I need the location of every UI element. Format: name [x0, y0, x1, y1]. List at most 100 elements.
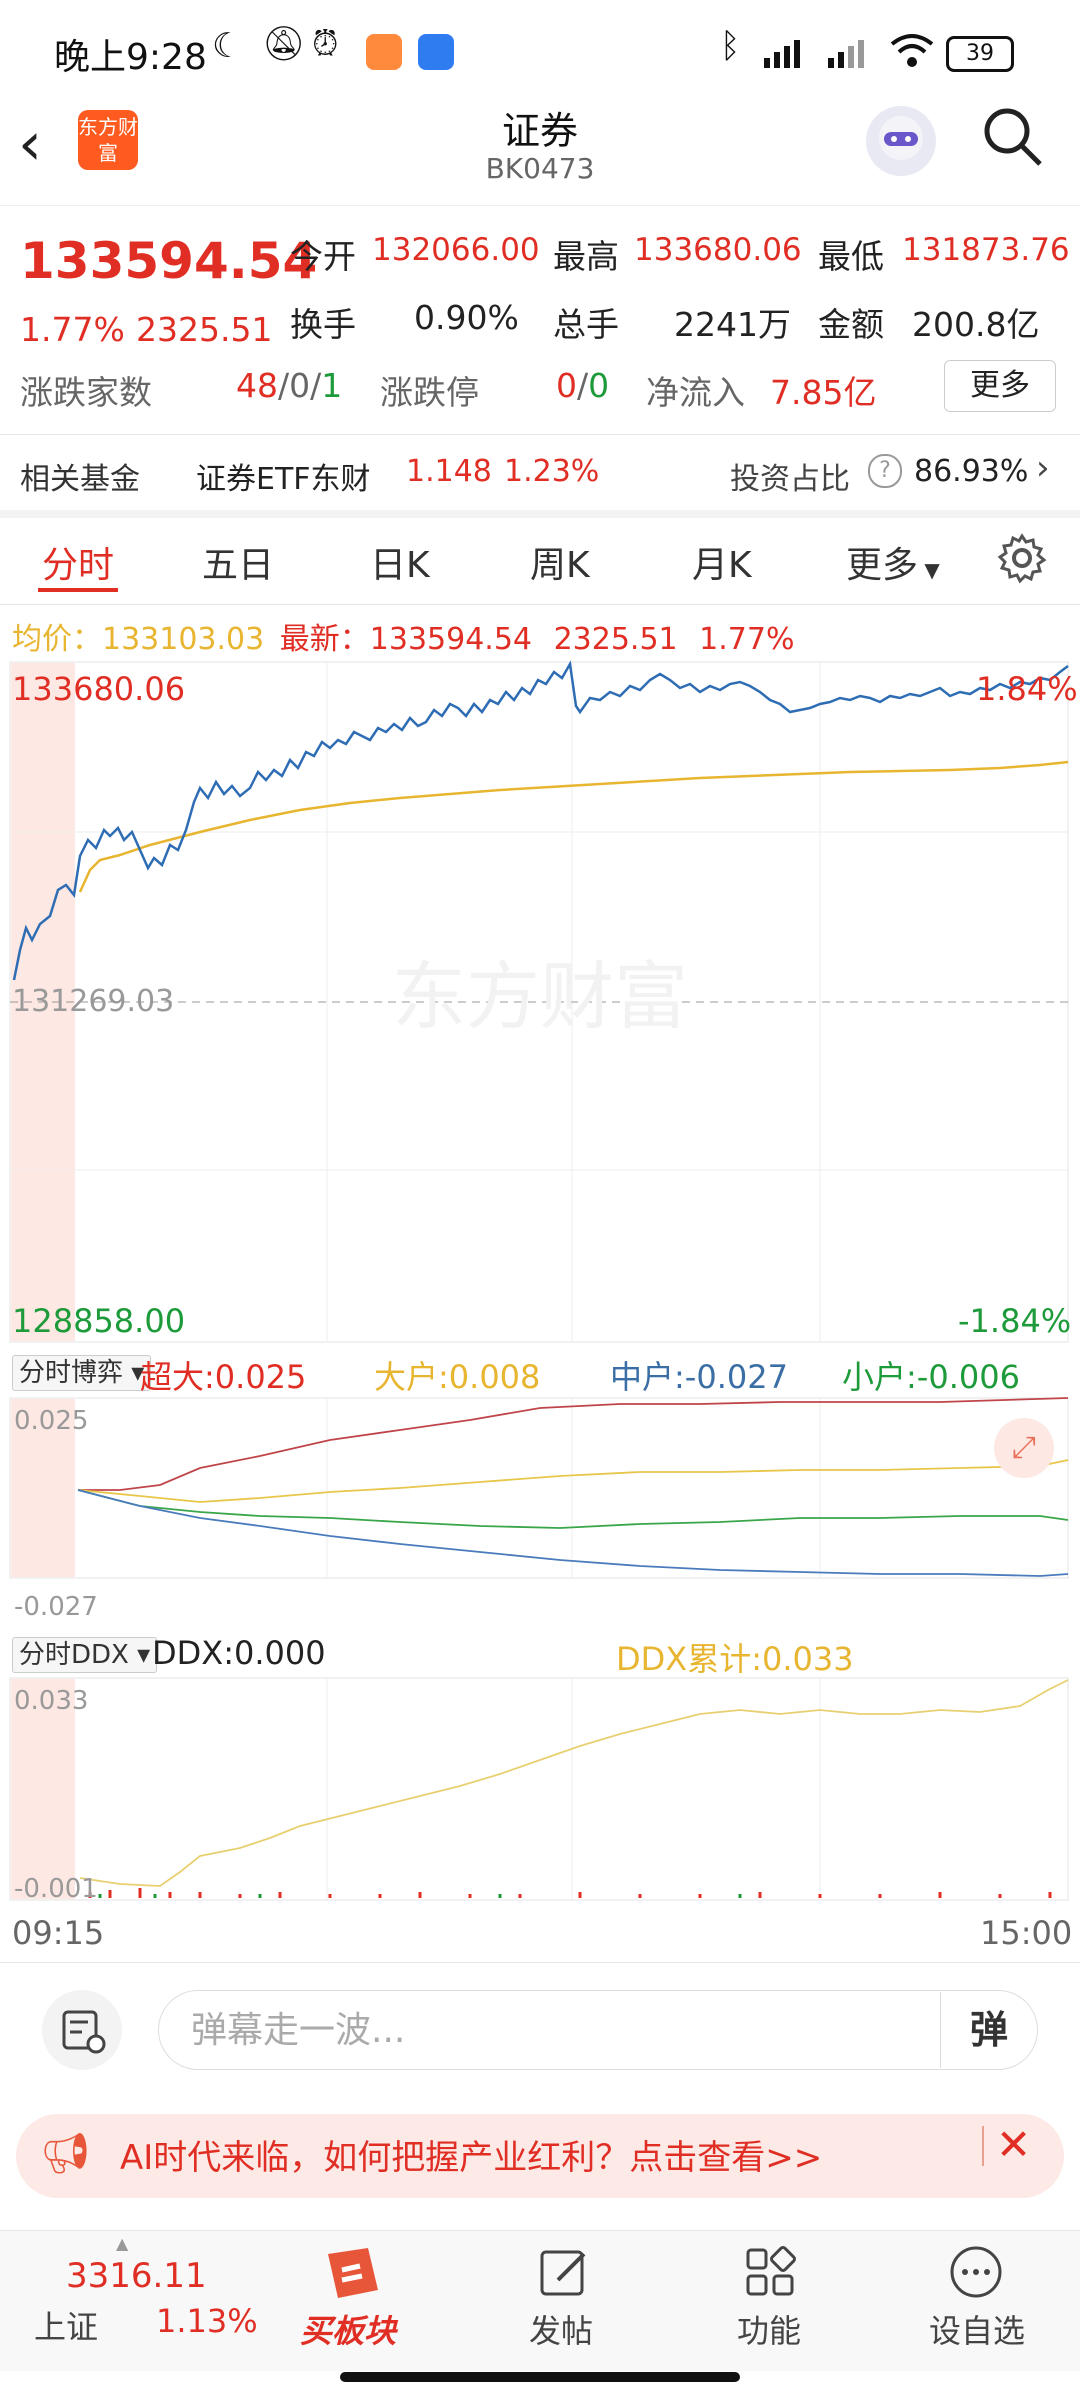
index-value[interactable]: 3316.11 — [66, 2256, 207, 2296]
small-line — [77, 1489, 1069, 1529]
status-bar: 晚上9:28 ☾ 🔕︎ ⏰︎ ᛒ 39 — [0, 0, 1080, 100]
netflow-label: 净流入 — [646, 373, 745, 412]
ratio-value: 86.93% — [914, 454, 1029, 489]
fund-label: 相关基金 — [20, 462, 140, 497]
more-button[interactable]: 更多 — [944, 360, 1056, 412]
battery-icon: 39 — [946, 36, 1014, 72]
tab-intraday[interactable]: 分时 — [42, 545, 115, 586]
expand-icon[interactable]: ⤢ — [994, 1418, 1054, 1478]
limit-label: 涨跌停 — [380, 373, 479, 412]
intraday-info: 均价：133103.03 最新：133594.54 2325.51 1.77% — [12, 622, 795, 657]
buy-sector-icon[interactable] — [318, 2244, 388, 2304]
game-selector[interactable]: 分时博弈 ▾ — [12, 1352, 152, 1391]
section-gap — [0, 510, 1080, 518]
divider — [0, 434, 1080, 435]
low-value: 131873.76 — [902, 232, 1070, 268]
ddx-cumulative-line — [79, 1679, 1069, 1887]
change-pct: 1.77% — [20, 310, 125, 349]
index-name[interactable]: 上证 — [34, 2308, 99, 2346]
wifi-icon — [888, 30, 936, 70]
sector-code: BK0473 — [485, 152, 595, 185]
bottom-nav — [0, 2230, 1080, 2371]
moon-icon: ☾ — [212, 26, 243, 66]
help-icon[interactable]: ? — [868, 454, 902, 488]
header: ‹ 东方财富 证券 BK0473 — [0, 100, 1080, 206]
ddx-value: DDX:0.000 — [152, 1634, 326, 1672]
nav-post[interactable]: 发帖 — [528, 2312, 593, 2350]
tab-monthly-k[interactable]: 月K — [692, 545, 752, 586]
top-pct: 1.84% — [976, 670, 1078, 708]
watermark: 东方财富 — [392, 954, 688, 1040]
time-end: 15:00 — [980, 1914, 1073, 1952]
turnover-value: 0.90% — [414, 298, 519, 337]
danmu-button[interactable]: 弹 — [940, 1992, 1037, 2068]
small-value: 小户:-0.006 — [842, 1358, 1020, 1396]
large-line — [77, 1459, 1069, 1503]
change-amount: 2325.51 — [136, 310, 273, 349]
grid-icon[interactable] — [742, 2244, 798, 2304]
ddx-selector[interactable]: 分时DDX ▾ — [12, 1634, 158, 1673]
limit-values: 0/0 — [556, 366, 610, 405]
divider — [0, 1962, 1080, 1963]
tab-five-day[interactable]: 五日 — [202, 545, 275, 586]
danmu-input[interactable]: 弹幕走一波... — [158, 1990, 1038, 2070]
open-value: 132066.00 — [372, 232, 540, 268]
search-icon[interactable] — [980, 104, 1044, 182]
home-indicator[interactable] — [340, 2372, 740, 2382]
ddx-bottom: -0.001 — [14, 1874, 98, 1904]
tab-weekly-k[interactable]: 周K — [530, 545, 590, 586]
nav-functions[interactable]: 功能 — [736, 2312, 801, 2350]
gear-icon[interactable] — [996, 532, 1048, 588]
nav-add-watchlist[interactable]: 设自选 — [928, 2312, 1025, 2350]
ddx-top: 0.033 — [14, 1686, 89, 1716]
status-time: 晚上9:28 — [54, 37, 207, 78]
current-price: 133594.54 — [20, 232, 318, 290]
nav-buy-sector[interactable]: 买板块 — [300, 2312, 397, 2350]
large-value: 大户:0.008 — [374, 1358, 541, 1396]
game-bottom: -0.027 — [14, 1592, 98, 1622]
logo: 东方财富 — [78, 110, 138, 170]
high-value: 133680.06 — [634, 232, 802, 268]
fund-pct: 1.23% — [504, 454, 600, 489]
more-dots-icon[interactable] — [948, 2244, 1004, 2304]
ddx-bars-up — [88, 1888, 1052, 1898]
back-icon[interactable]: ‹ — [18, 109, 42, 179]
index-pct[interactable]: 1.13% — [156, 2302, 258, 2340]
note-icon[interactable] — [42, 1990, 122, 2070]
bottom-pct: -1.84% — [958, 1302, 1072, 1340]
bluetooth-icon: ᛒ — [720, 26, 741, 66]
tab-more[interactable]: 更多 ▼ — [846, 545, 940, 586]
chevron-right-icon[interactable]: › — [1036, 448, 1050, 488]
fund-name[interactable]: 证券ETF东财 — [196, 462, 371, 497]
ratio-label: 投资占比 — [730, 462, 850, 497]
tab-indicator — [38, 588, 118, 592]
medium-value: 中户:-0.027 — [610, 1358, 788, 1396]
tab-daily-k[interactable]: 日K — [370, 545, 430, 586]
promo-banner[interactable] — [16, 2114, 1064, 2198]
turnover-label: 换手 — [290, 305, 356, 344]
close-icon[interactable]: ✕ — [996, 2120, 1032, 2169]
super-large-line — [78, 1397, 1069, 1491]
medium-line — [77, 1489, 1069, 1577]
intraday-chart[interactable]: 东方财富 — [0, 660, 1080, 1930]
banner-divider — [982, 2126, 984, 2166]
advdec-label: 涨跌家数 — [20, 373, 152, 412]
edit-icon[interactable] — [536, 2244, 592, 2304]
amount-value: 200.8亿 — [912, 305, 1040, 344]
price-line — [12, 660, 1069, 981]
banner-text[interactable]: AI时代来临，如何把握产业红利？点击查看>> — [120, 2138, 823, 2178]
amount-label: 金额 — [818, 305, 884, 344]
top-price: 133680.06 — [12, 670, 186, 708]
mid-price: 131269.03 — [12, 984, 175, 1019]
robot-avatar-icon[interactable] — [866, 106, 936, 176]
netflow-value: 7.85亿 — [770, 373, 877, 412]
fund-price: 1.148 — [406, 454, 492, 489]
super-large-value: 超大:0.025 — [140, 1358, 307, 1396]
time-start: 09:15 — [12, 1914, 105, 1952]
app-icon — [418, 34, 454, 70]
divider — [0, 604, 1080, 605]
signal-icon — [824, 34, 880, 68]
volume-value: 2241万 — [674, 305, 791, 344]
low-label: 最低 — [818, 237, 884, 276]
volume-label: 总手 — [553, 305, 619, 344]
